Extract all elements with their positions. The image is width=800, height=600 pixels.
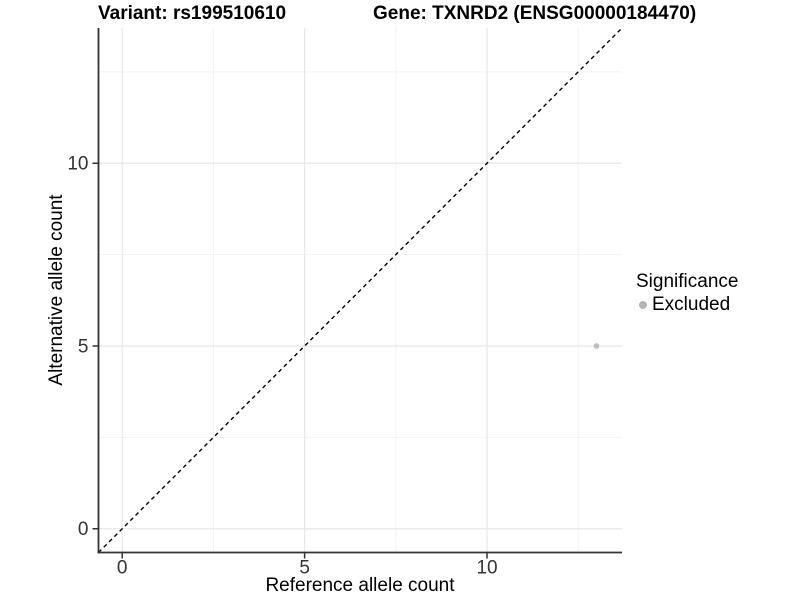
y-tick-label: 5 xyxy=(78,336,89,357)
excluded-point-icon xyxy=(639,300,647,309)
x-tick-label: 10 xyxy=(476,558,497,579)
x-axis-title: Reference allele count xyxy=(265,575,455,596)
x-tick-label: 0 xyxy=(117,558,128,579)
y-tick-label: 0 xyxy=(78,519,89,540)
legend-title: Significance xyxy=(636,271,739,292)
y-axis-title: Alternative allele count xyxy=(46,194,67,386)
plot-title-gene: Gene: TXNRD2 (ENSG00000184470) xyxy=(373,3,697,24)
plot-title-variant: Variant: rs199510610 xyxy=(98,3,287,24)
legend: Significance Excluded xyxy=(636,271,738,315)
x-tick-label: 5 xyxy=(299,558,310,579)
data-point xyxy=(593,343,600,349)
legend-item-excluded: Excluded xyxy=(636,294,738,315)
identity-line xyxy=(98,27,623,553)
legend-item-label: Excluded xyxy=(652,294,731,315)
y-tick-label: 10 xyxy=(67,154,88,175)
